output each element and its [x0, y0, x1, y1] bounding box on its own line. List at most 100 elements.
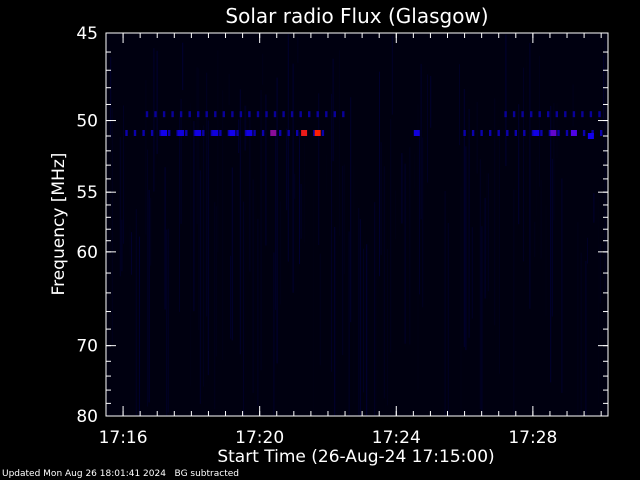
noise-streak: [417, 104, 419, 390]
noise-streak: [276, 77, 278, 364]
band-cell: [210, 130, 214, 136]
band-cell: [540, 130, 543, 136]
band-cell: [512, 111, 516, 118]
noise-streak: [111, 108, 113, 344]
noise-streak: [207, 120, 209, 376]
noise-streak: [375, 211, 377, 416]
noise-streak: [145, 80, 147, 235]
band-cell: [480, 130, 483, 136]
noise-streak: [135, 209, 137, 416]
noise-streak: [513, 189, 515, 416]
band-cell: [555, 111, 558, 118]
noise-streak: [593, 193, 595, 223]
hot-spots: [161, 130, 594, 139]
hot-spot: [533, 130, 540, 136]
y-tick-label: 70: [76, 337, 98, 357]
noise-streak: [387, 249, 388, 406]
band-cell: [581, 111, 584, 118]
noise-streak: [334, 226, 336, 416]
y-tick-label: 45: [76, 24, 98, 44]
band-cell: [261, 130, 265, 136]
noise-streak: [603, 55, 604, 119]
noise-streak: [484, 197, 486, 299]
noise-streak: [164, 167, 166, 310]
hot-spot: [550, 130, 557, 136]
noise-streak: [222, 90, 224, 361]
noise-streak: [471, 227, 473, 319]
band-cell: [313, 130, 316, 136]
noise-streak: [262, 53, 264, 85]
noise-streak: [598, 193, 600, 404]
noise-streak: [447, 223, 449, 416]
noise-streak: [230, 255, 232, 339]
band-cell: [193, 130, 196, 136]
noise-streak: [203, 125, 204, 387]
band-cell: [273, 111, 277, 118]
hot-spot: [587, 133, 594, 139]
noise-streak: [550, 105, 552, 383]
noise-streak: [252, 179, 254, 393]
noise-streak: [190, 103, 192, 387]
noise-streak: [422, 137, 424, 308]
noise-streak: [260, 89, 262, 371]
noise-streak: [303, 143, 305, 243]
footer-bg-note: BG subtracted: [174, 469, 239, 479]
plot-area: [106, 33, 608, 416]
noise-streak: [551, 158, 553, 317]
noise-streak: [339, 50, 340, 236]
band-cell: [168, 130, 171, 136]
noise-streak: [139, 236, 140, 416]
noise-streak: [148, 189, 150, 403]
noise-streak: [518, 104, 520, 225]
noise-streak: [310, 169, 312, 360]
noise-streak: [556, 103, 558, 159]
band-cell: [316, 111, 319, 118]
band-cell: [521, 111, 524, 118]
noise-streak: [265, 94, 267, 246]
noise-streak: [275, 131, 276, 310]
band-cell: [321, 130, 325, 136]
band-cell: [325, 111, 328, 118]
noise-streak: [257, 218, 259, 406]
noise-streak: [214, 202, 216, 410]
x-tick-label: 17:24: [372, 428, 421, 448]
noise-streak: [523, 67, 524, 262]
noise-streak: [215, 206, 217, 357]
noise-streak: [273, 252, 275, 416]
hot-spot: [212, 130, 219, 136]
noise-streak: [526, 56, 528, 221]
noise-streak: [580, 252, 582, 416]
band-cell: [279, 130, 282, 136]
noise-streak: [366, 244, 368, 416]
noise-streak: [167, 228, 169, 413]
band-cell: [222, 111, 225, 118]
band-cell: [531, 130, 535, 136]
band-cell: [202, 130, 205, 136]
band-cell: [231, 111, 234, 118]
noise-streak: [156, 50, 158, 154]
band-cell: [171, 111, 174, 118]
noise-streak: [476, 101, 478, 174]
hot-spot: [314, 130, 321, 136]
noise-streak: [460, 187, 462, 411]
noise-streak: [350, 97, 352, 323]
noise-streak: [121, 219, 123, 272]
noise-streak: [294, 173, 296, 199]
band-cell: [159, 130, 162, 136]
band-cell: [197, 111, 200, 118]
band-cell: [248, 111, 251, 118]
noise-streak: [572, 84, 574, 127]
noise-streak: [459, 64, 460, 146]
noise-streak: [505, 34, 507, 166]
noise-streak: [286, 128, 288, 211]
noise-streak: [561, 178, 563, 393]
hot-spot: [570, 130, 577, 136]
band-cell: [564, 111, 567, 118]
band-cell: [185, 130, 188, 136]
noise-streak: [228, 73, 230, 105]
band-cell: [530, 111, 533, 118]
hot-spot: [246, 130, 253, 136]
hot-spot: [178, 130, 185, 136]
band-cell: [523, 130, 526, 136]
y-tick-label: 80: [76, 407, 98, 427]
